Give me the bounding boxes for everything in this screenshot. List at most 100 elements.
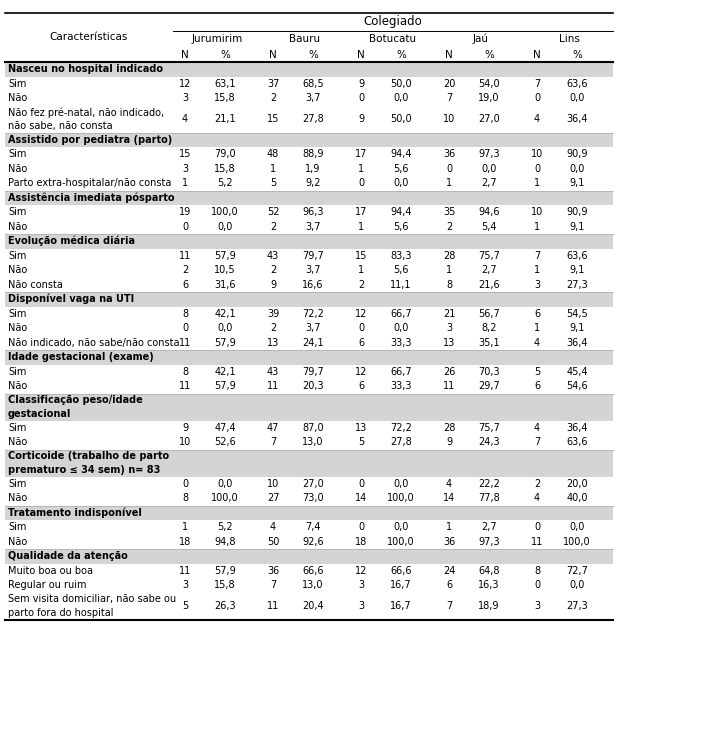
Text: 6: 6	[446, 581, 452, 590]
Text: 8: 8	[182, 493, 188, 503]
Text: gestacional: gestacional	[8, 409, 71, 419]
Text: Não: Não	[8, 222, 27, 232]
Text: 83,3: 83,3	[390, 250, 412, 261]
Text: 79,7: 79,7	[302, 367, 324, 377]
Text: 15: 15	[355, 250, 367, 261]
Text: 20,3: 20,3	[302, 381, 324, 391]
Text: 3: 3	[182, 164, 188, 174]
Text: 1: 1	[446, 178, 452, 188]
Text: 56,7: 56,7	[478, 309, 500, 319]
Text: Jurumirim: Jurumirim	[191, 34, 242, 44]
Bar	[5, 162, 613, 176]
Text: 9,1: 9,1	[569, 222, 585, 232]
Text: 57,9: 57,9	[214, 381, 236, 391]
Text: 35: 35	[443, 208, 455, 217]
Text: 0: 0	[358, 522, 364, 532]
Text: 14: 14	[355, 493, 367, 503]
Bar	[5, 321, 613, 335]
Bar	[5, 593, 613, 620]
Text: 10: 10	[179, 437, 191, 447]
Text: 72,7: 72,7	[566, 566, 588, 576]
Text: 100,0: 100,0	[387, 537, 415, 547]
Text: 13: 13	[267, 338, 279, 347]
Text: 0,0: 0,0	[393, 178, 408, 188]
Text: 75,7: 75,7	[478, 250, 500, 261]
Text: 5,2: 5,2	[217, 522, 233, 532]
Text: 54,0: 54,0	[478, 79, 500, 89]
Bar	[5, 578, 613, 593]
Text: Sem visita domiciliar, não sabe ou: Sem visita domiciliar, não sabe ou	[8, 594, 176, 605]
Text: Sim: Sim	[8, 250, 26, 261]
Text: 94,6: 94,6	[478, 208, 499, 217]
Text: 6: 6	[182, 280, 188, 290]
Bar	[5, 248, 613, 263]
Bar	[5, 379, 613, 393]
Text: 0,0: 0,0	[393, 93, 408, 103]
Text: 28: 28	[443, 423, 455, 432]
Text: 2: 2	[534, 479, 540, 489]
Text: 68,5: 68,5	[302, 79, 324, 89]
Bar	[5, 105, 613, 132]
Text: 5,2: 5,2	[217, 178, 233, 188]
Text: 10,5: 10,5	[214, 265, 236, 275]
Text: 97,3: 97,3	[478, 149, 500, 159]
Bar	[5, 277, 613, 292]
Text: 20: 20	[443, 79, 455, 89]
Text: %: %	[220, 50, 230, 59]
Text: 66,7: 66,7	[390, 309, 412, 319]
Text: Jaú: Jaú	[473, 34, 489, 44]
Text: 36: 36	[443, 537, 455, 547]
Text: Não: Não	[8, 381, 27, 391]
Text: 11,1: 11,1	[390, 280, 412, 290]
Text: 97,3: 97,3	[478, 537, 500, 547]
Text: 11: 11	[179, 338, 191, 347]
Text: 1: 1	[358, 265, 364, 275]
Text: 5: 5	[358, 437, 364, 447]
Text: 4: 4	[182, 114, 188, 124]
Text: 4: 4	[446, 479, 452, 489]
Text: 2,7: 2,7	[481, 522, 496, 532]
Bar	[5, 563, 613, 578]
Text: 0,0: 0,0	[393, 323, 408, 333]
Bar	[5, 535, 613, 549]
Bar	[5, 147, 613, 162]
Text: 18,9: 18,9	[478, 601, 499, 611]
Text: Características: Características	[50, 32, 128, 43]
Text: 11: 11	[531, 537, 543, 547]
Text: 7: 7	[446, 601, 452, 611]
Text: 3: 3	[182, 93, 188, 103]
Text: 33,3: 33,3	[390, 338, 412, 347]
Text: Corticoide (trabalho de parto: Corticoide (trabalho de parto	[8, 451, 169, 461]
Text: 5,6: 5,6	[393, 222, 408, 232]
Text: 2: 2	[270, 93, 276, 103]
Text: Não: Não	[8, 164, 27, 174]
Text: 10: 10	[443, 114, 455, 124]
Bar	[5, 435, 613, 450]
Text: 12: 12	[179, 79, 191, 89]
Text: 6: 6	[534, 381, 540, 391]
Text: 88,9: 88,9	[302, 149, 324, 159]
Text: Qualidade da atenção: Qualidade da atenção	[8, 551, 127, 561]
Text: 1: 1	[446, 522, 452, 532]
Text: 12: 12	[355, 566, 367, 576]
Text: 1: 1	[270, 164, 276, 174]
Text: 47,4: 47,4	[214, 423, 236, 432]
Text: 63,1: 63,1	[214, 79, 236, 89]
Text: 15: 15	[179, 149, 191, 159]
Text: 11: 11	[267, 381, 279, 391]
Text: 40,0: 40,0	[566, 493, 587, 503]
Text: 47: 47	[267, 423, 279, 432]
Text: 94,4: 94,4	[390, 208, 412, 217]
Bar	[5, 205, 613, 220]
Text: 27,3: 27,3	[566, 601, 588, 611]
Bar	[5, 549, 613, 563]
Text: Não: Não	[8, 537, 27, 547]
Text: 72,2: 72,2	[390, 423, 412, 432]
Text: 9,1: 9,1	[569, 178, 585, 188]
Text: 0: 0	[534, 164, 540, 174]
Text: Idade gestacional (exame): Idade gestacional (exame)	[8, 352, 154, 362]
Text: 16,6: 16,6	[302, 280, 324, 290]
Text: 50,0: 50,0	[390, 79, 412, 89]
Text: 79,0: 79,0	[214, 149, 236, 159]
Text: 2: 2	[358, 280, 364, 290]
